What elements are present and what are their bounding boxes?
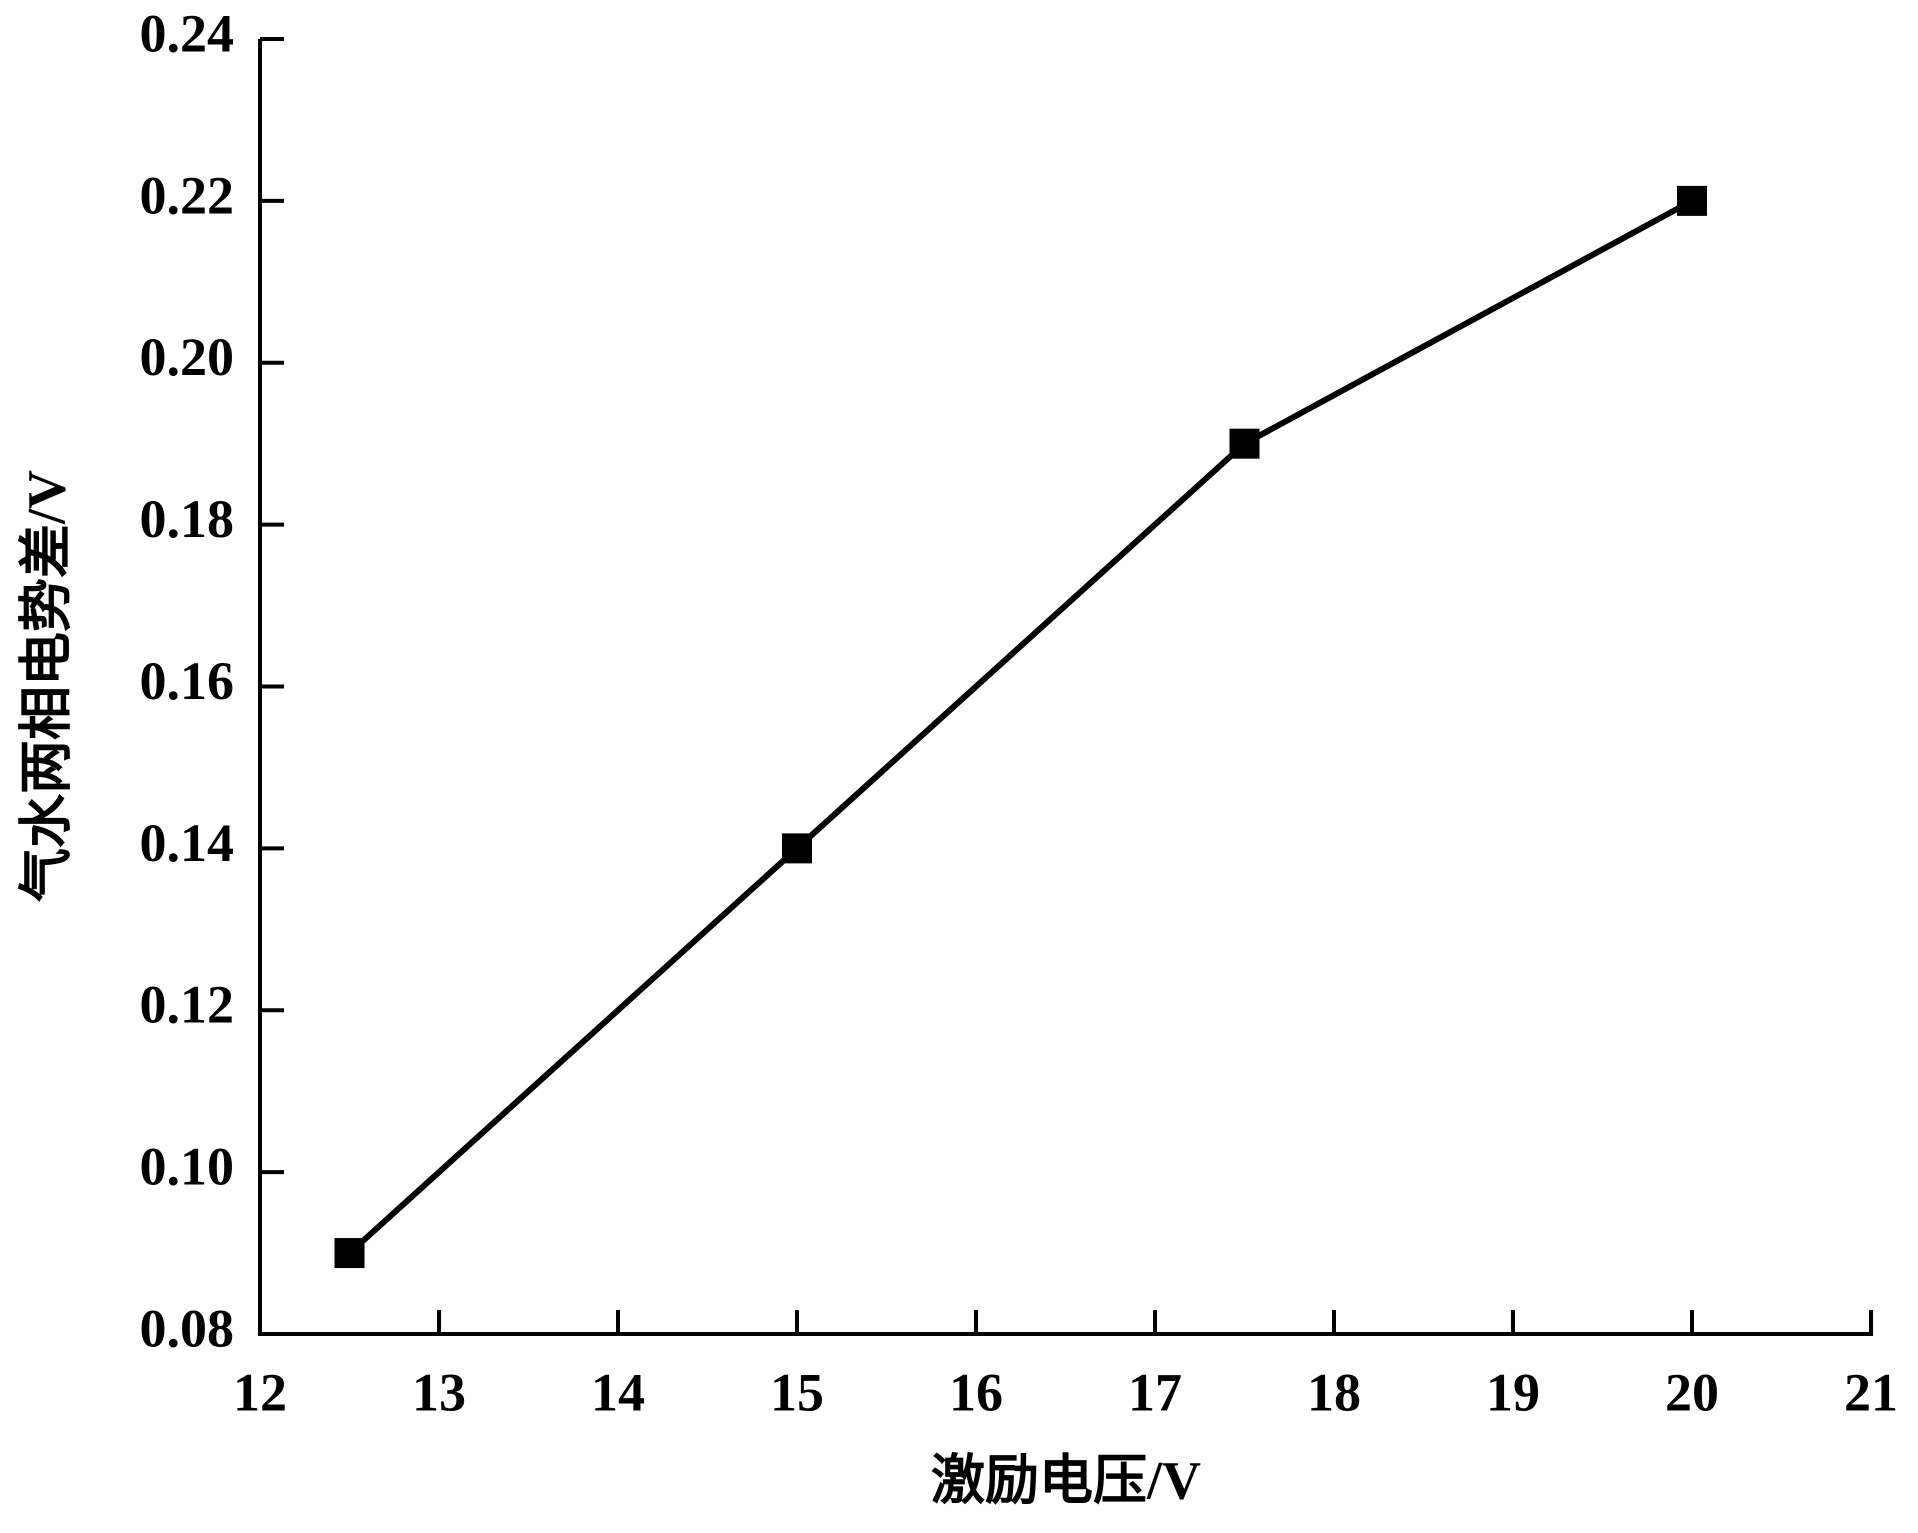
x-tick-label: 19 <box>1486 1362 1540 1422</box>
x-tick-label: 17 <box>1128 1362 1182 1422</box>
y-tick-label: 0.18 <box>140 489 235 549</box>
x-tick-label: 21 <box>1844 1362 1898 1422</box>
x-tick-label: 13 <box>412 1362 466 1422</box>
data-point <box>1677 185 1707 216</box>
x-axis-title: 激励电压/V <box>931 1450 1201 1510</box>
y-tick-label: 0.22 <box>140 165 235 225</box>
y-axis-title: 气水两相电势差/V <box>16 470 76 902</box>
x-tick-label: 14 <box>591 1362 645 1422</box>
data-point <box>334 1238 365 1269</box>
data-point <box>1229 428 1260 459</box>
y-tick-label: 0.10 <box>140 1137 235 1197</box>
data-point <box>782 833 812 864</box>
x-tick-label: 12 <box>233 1362 287 1422</box>
x-tick-label: 15 <box>770 1362 824 1422</box>
y-tick-label: 0.08 <box>140 1298 235 1358</box>
x-tick-label: 18 <box>1307 1362 1361 1422</box>
x-tick-label: 20 <box>1665 1362 1719 1422</box>
y-tick-label: 0.12 <box>140 975 235 1035</box>
y-tick-label: 0.16 <box>140 651 235 711</box>
y-tick-label: 0.20 <box>140 327 235 387</box>
y-tick-label: 0.24 <box>140 3 235 63</box>
x-tick-label: 16 <box>949 1362 1003 1422</box>
y-tick-label: 0.14 <box>140 813 235 873</box>
data-line <box>347 198 1694 1256</box>
